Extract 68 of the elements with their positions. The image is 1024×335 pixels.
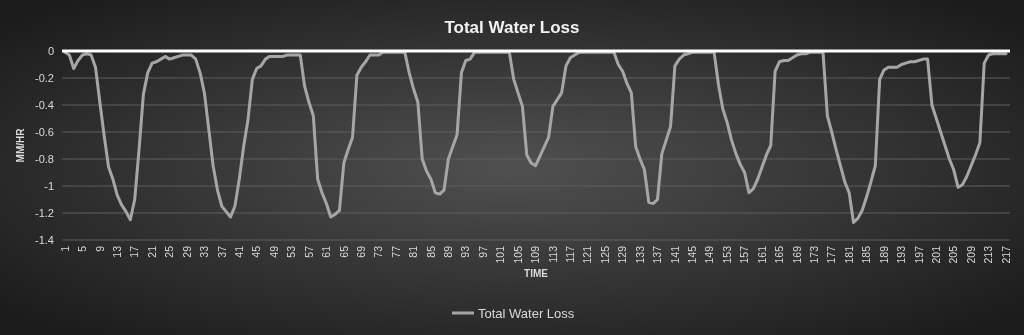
x-tick-label: 65 [337,245,350,258]
y-axis-title: MM/HR [15,127,26,163]
x-tick-label: 85 [424,245,437,258]
chart-title: Total Water Loss [444,18,580,37]
x-tick-label: 197 [912,245,925,264]
x-tick-label: 41 [232,245,245,258]
x-tick-label: 217 [999,245,1012,264]
x-tick-label: 33 [198,245,211,258]
y-tick-label: -0.2 [35,71,54,84]
x-tick-label: 117 [564,245,577,263]
x-axis-title: TIME [524,268,549,279]
x-tick-label: 25 [163,245,176,258]
x-tick-label: 29 [180,245,193,258]
x-tick-label: 57 [302,245,315,258]
x-tick-label: 173 [807,245,820,264]
x-tick-label: 73 [372,245,385,258]
x-tick-label: 1 [58,245,71,252]
y-tick-label: -1 [44,179,54,192]
y-tick-label: 0 [47,44,54,57]
x-tick-label: 129 [616,245,629,264]
x-tick-label: 205 [947,245,960,264]
x-tick-label: 161 [755,245,768,264]
y-tick-label: -1.2 [35,206,54,219]
y-tick-label: -1.4 [35,233,54,246]
x-tick-label: 53 [285,245,298,258]
x-tick-label: 181 [842,245,855,264]
y-tick-label: -0.6 [35,125,54,138]
x-tick-label: 201 [929,245,942,264]
x-tick-label: 121 [581,245,594,264]
x-tick-label: 113 [546,245,559,263]
y-tick-label: -0.4 [35,98,54,111]
x-tick-label: 13 [110,245,123,258]
x-tick-label: 185 [860,245,873,264]
x-tick-label: 165 [773,245,786,264]
x-tick-label: 45 [250,245,263,258]
x-tick-label: 177 [825,245,838,264]
x-tick-label: 5 [76,245,89,252]
x-tick-label: 209 [964,245,977,264]
x-tick-label: 9 [93,245,106,252]
x-tick-label: 77 [389,245,402,258]
x-tick-label: 105 [511,245,524,264]
x-tick-label: 37 [215,245,228,258]
x-tick-label: 149 [703,245,716,264]
x-tick-label: 101 [494,245,507,264]
x-tick-label: 125 [598,245,611,264]
x-tick-label: 69 [354,245,367,258]
line-series [63,50,1008,224]
x-tick-label: 109 [529,245,542,264]
x-tick-label: 17 [128,245,141,258]
x-tick-label: 137 [651,245,664,264]
x-tick-label: 153 [720,245,733,264]
x-tick-label: 49 [267,245,280,258]
x-tick-label: 133 [633,245,646,264]
x-tick-label: 61 [320,245,333,258]
legend-label: Total Water Loss [478,305,575,321]
x-tick-label: 157 [738,245,751,264]
x-tick-label: 97 [476,245,489,258]
x-tick-label: 213 [982,245,995,264]
x-tick-label: 145 [686,245,699,264]
y-tick-label: -0.8 [35,152,54,165]
x-tick-label: 89 [442,245,455,258]
x-tick-label: 189 [877,245,890,264]
x-tick-label: 193 [895,245,908,264]
x-tick-label: 81 [407,245,420,258]
x-tick-label: 93 [459,245,472,258]
x-tick-label: 21 [145,245,158,258]
x-tick-label: 169 [790,245,803,264]
x-tick-label: 141 [668,245,681,264]
